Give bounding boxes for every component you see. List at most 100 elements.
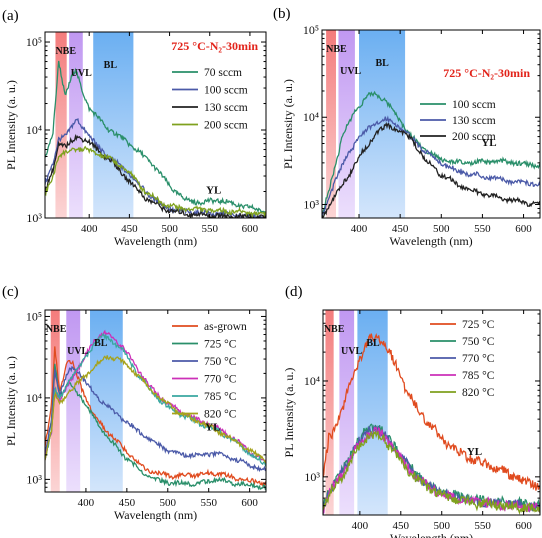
band-uvl [339,310,355,515]
y-tick-label: 10³ [304,470,320,484]
band-label-bl: BL [104,60,118,71]
x-tick-label: 600 [242,223,259,235]
x-tick-label: 400 [78,497,95,509]
legend-label: 820 °C [462,387,495,399]
series-line-750-c [323,423,540,512]
legend: 70 sccm 100 sccm 130 sccm 200 sccm [172,67,248,132]
x-tick-label: 550 [474,520,491,532]
plot-frame [322,309,541,516]
y-axis-label: PL Intensity (a. u.) [4,80,18,170]
series-line-130-sccm [45,133,266,218]
band-label-uvl: UVL [71,68,92,79]
chart-panel-d: NBE UVL BL 400 450 500 550 600 10³ 10⁴ Wavelength … [282,309,541,538]
series-line-130-sccm [322,115,540,217]
x-tick-label: 550 [474,223,491,235]
legend-label: 100 sccm [452,99,496,111]
series-line-820-c [45,355,266,464]
y-tick-label: 10⁵ [303,23,319,37]
x-tick-label: 400 [352,520,369,532]
series-line-100-sccm [322,90,540,218]
band-nbe [326,30,336,218]
y-axis-label: PL Intensity (a. u.) [4,356,18,446]
annotation-label: YL [205,421,220,433]
legend-label: 725 °C [204,339,237,351]
y-axis-label: PL Intensity (a. u.) [281,79,295,169]
annotation-label: YL [481,137,496,149]
series-line-as-grown [45,346,266,488]
x-tick-label: 450 [392,223,409,235]
plot-frame [44,309,267,493]
chart-panel-b: NBE UVL BL 400 450 500 550 600 10³ 10⁴ 10⁵ Waveleng… [281,23,541,248]
series-lines [45,329,266,491]
x-tick-label: 450 [393,520,410,532]
x-tick-label: 500 [433,223,450,235]
x-tick-label: 400 [81,223,98,235]
series-line-725-c [323,332,540,491]
legend-label: 725 °C [462,319,495,331]
x-tick-label: 500 [433,520,450,532]
series-line-820-c [323,430,540,515]
band-label-bl: BL [94,338,108,349]
chart-title: 725 °C-N₂-30min [443,66,530,80]
y-tick-label: 10⁴ [303,110,319,124]
legend-label: 200 sccm [204,120,248,132]
legend: 725 °C 750 °C 770 °C 785 °C 820 °C [430,319,495,399]
panel-label-b: (b) [273,6,291,22]
legend-label: 820 °C [204,409,237,421]
series-lines [322,90,540,218]
band-uvl [66,310,81,492]
legend-label: 785 °C [204,391,237,403]
band-label-bl: BL [366,338,380,349]
y-tick-label: 10³ [26,211,42,225]
panel-label-d: (d) [285,284,303,300]
band-label-uvl: UVL [341,346,362,357]
legend-label: 770 °C [204,374,237,386]
legend-label: 785 °C [462,370,495,382]
annotation-label: YL [206,184,221,196]
x-tick-label: 450 [119,497,136,509]
band-nbe [325,310,334,515]
x-tick-label: 600 [241,497,258,509]
band-label-nbe: NBE [326,44,347,55]
x-axis-label: Wavelength (nm) [114,508,197,522]
series-lines [323,332,540,515]
x-tick-label: 500 [161,223,178,235]
legend: as-grown 725 °C 750 °C 770 °C 785 °C 820 °C [172,321,247,421]
band-label-uvl: UVL [67,346,88,357]
legend-label: 100 sccm [204,85,248,97]
band-bl [93,32,134,218]
x-tick-label: 550 [200,497,217,509]
plot-frame [44,31,267,219]
y-tick-label: 10⁴ [26,391,42,405]
band-label-nbe: NBE [324,324,345,335]
chart-title: 725 °C-N₂-30min [171,39,258,53]
x-tick-label: 400 [351,223,368,235]
band-nbe [55,32,67,218]
legend-label: as-grown [204,321,247,333]
series-line-200-sccm [45,145,266,218]
panel-label-a: (a) [2,8,19,24]
y-tick-label: 10⁵ [26,35,42,49]
legend-label: 750 °C [204,356,237,368]
series-lines [45,60,266,218]
series-line-200-sccm [322,121,540,218]
legend-label: 200 sccm [452,131,496,143]
legend-label: 770 °C [462,353,495,365]
legend-label: 750 °C [462,336,495,348]
x-axis-label: Wavelength (nm) [390,531,473,538]
band-uvl [338,30,355,218]
plot-frame [321,29,541,219]
x-tick-label: 450 [121,223,138,235]
x-tick-label: 600 [515,223,532,235]
series-line-725-c [45,363,266,491]
x-axis-label: Wavelength (nm) [389,234,472,248]
panel-label-c: (c) [2,284,19,300]
series-line-70-sccm [45,60,266,215]
x-tick-label: 550 [201,223,218,235]
legend: 100 sccm 130 sccm 200 sccm [420,99,496,143]
band-bl [359,30,406,218]
y-tick-label: 10³ [26,472,42,486]
y-tick-label: 10³ [303,197,319,211]
band-label-nbe: NBE [46,324,67,335]
